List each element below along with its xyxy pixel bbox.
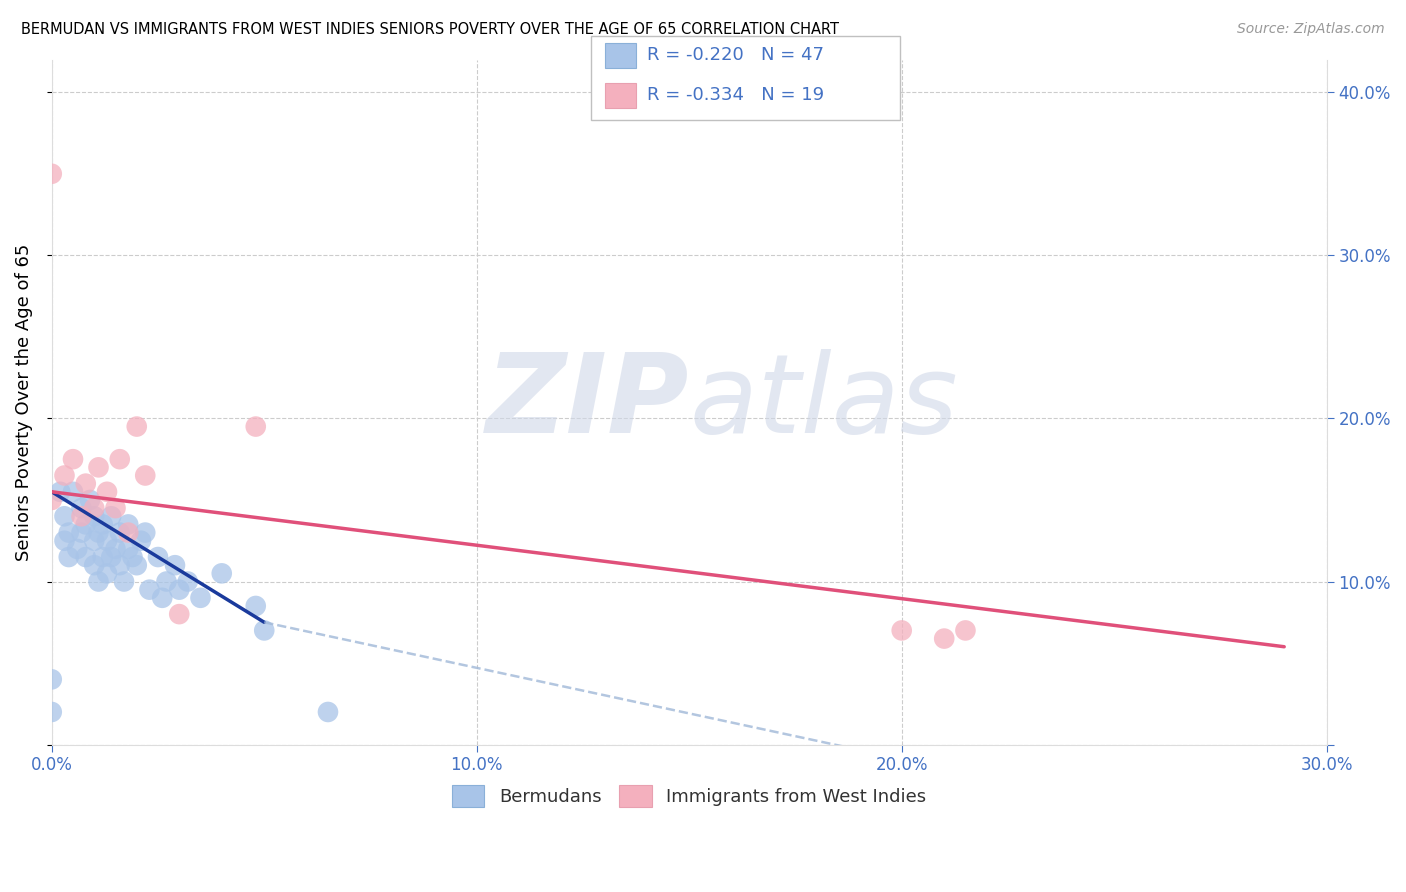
Point — [117, 541, 139, 556]
Point — [70, 509, 93, 524]
Point — [41, 705, 63, 719]
Point — [83, 509, 105, 524]
Point — [96, 533, 118, 548]
Legend: Bermudans, Immigrants from West Indies: Bermudans, Immigrants from West Indies — [444, 778, 934, 814]
Point — [75, 549, 97, 564]
Point — [100, 549, 122, 564]
Point — [83, 558, 105, 573]
Point — [108, 558, 131, 573]
Point — [79, 492, 101, 507]
Point — [125, 558, 148, 573]
Point — [146, 549, 169, 564]
Point — [121, 549, 143, 564]
Point — [91, 517, 114, 532]
Point — [934, 632, 956, 646]
Point — [167, 607, 190, 621]
Point — [108, 452, 131, 467]
Point — [190, 591, 212, 605]
Point — [49, 484, 72, 499]
Point — [125, 419, 148, 434]
Text: BERMUDAN VS IMMIGRANTS FROM WEST INDIES SENIORS POVERTY OVER THE AGE OF 65 CORRE: BERMUDAN VS IMMIGRANTS FROM WEST INDIES … — [21, 22, 839, 37]
Point — [955, 624, 977, 638]
Point — [75, 476, 97, 491]
Point — [100, 509, 122, 524]
Point — [117, 525, 139, 540]
Point — [53, 509, 76, 524]
Point — [83, 533, 105, 548]
Point — [117, 517, 139, 532]
Y-axis label: Seniors Poverty Over the Age of 65: Seniors Poverty Over the Age of 65 — [15, 244, 32, 561]
Text: R = -0.334   N = 19: R = -0.334 N = 19 — [647, 87, 824, 104]
Point — [163, 558, 186, 573]
Point — [75, 517, 97, 532]
Point — [177, 574, 200, 589]
Point — [150, 591, 173, 605]
Point — [41, 167, 63, 181]
Point — [129, 533, 152, 548]
Point — [104, 501, 127, 516]
Point — [96, 566, 118, 581]
Point — [41, 492, 63, 507]
Text: ZIP: ZIP — [485, 349, 689, 456]
Point — [211, 566, 233, 581]
Point — [53, 468, 76, 483]
Point — [62, 484, 84, 499]
Point — [890, 624, 912, 638]
Point — [245, 419, 267, 434]
Point — [253, 624, 276, 638]
Point — [70, 501, 93, 516]
Point — [167, 582, 190, 597]
Point — [62, 452, 84, 467]
Point — [245, 599, 267, 613]
Point — [134, 468, 156, 483]
Point — [138, 582, 160, 597]
Point — [96, 484, 118, 499]
Point — [104, 541, 127, 556]
Point — [91, 549, 114, 564]
Point — [87, 460, 110, 475]
Point — [58, 549, 80, 564]
Point — [66, 541, 89, 556]
Point — [83, 501, 105, 516]
Text: atlas: atlas — [689, 349, 957, 456]
Point — [316, 705, 339, 719]
Point — [41, 673, 63, 687]
Point — [58, 525, 80, 540]
Text: R = -0.220   N = 47: R = -0.220 N = 47 — [647, 46, 824, 64]
Point — [155, 574, 177, 589]
Text: Source: ZipAtlas.com: Source: ZipAtlas.com — [1237, 22, 1385, 37]
Point — [134, 525, 156, 540]
Point — [53, 533, 76, 548]
Point — [108, 525, 131, 540]
Point — [112, 574, 135, 589]
Point — [87, 525, 110, 540]
Point — [87, 574, 110, 589]
Point — [70, 525, 93, 540]
